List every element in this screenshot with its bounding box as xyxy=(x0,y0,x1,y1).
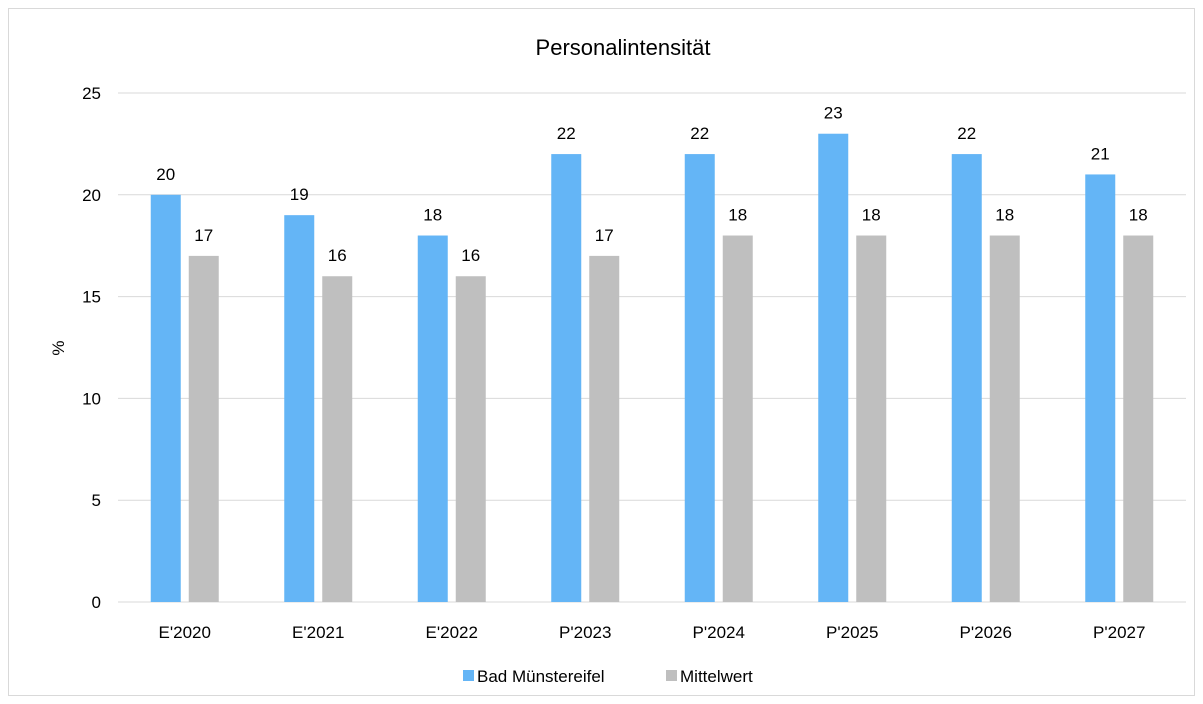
x-tick-label: E'2020 xyxy=(159,623,211,642)
x-tick-label: E'2022 xyxy=(426,623,478,642)
data-label-bad-muenstereifel: 22 xyxy=(557,124,576,143)
data-label-mittelwert: 18 xyxy=(995,206,1014,225)
data-label-bad-muenstereifel: 18 xyxy=(423,206,442,225)
x-tick-label: E'2021 xyxy=(292,623,344,642)
bar-bad-muenstereifel-p-2026 xyxy=(951,154,982,602)
y-axis-ticks: 0 5 10 15 20 25 xyxy=(82,84,101,612)
data-label-bad-muenstereifel: 20 xyxy=(156,165,175,184)
bar-mittelwert-p-2024 xyxy=(722,235,753,602)
bar-bad-muenstereifel-e-2021 xyxy=(284,215,315,602)
legend-label-mittelwert: Mittelwert xyxy=(680,667,753,686)
bar-mittelwert-e-2020 xyxy=(188,255,219,602)
data-label-bad-muenstereifel: 23 xyxy=(824,104,843,123)
y-tick-label: 25 xyxy=(82,84,101,103)
data-label-bad-muenstereifel: 19 xyxy=(290,185,309,204)
bar-mittelwert-p-2023 xyxy=(589,255,620,602)
bar-bad-muenstereifel-p-2027 xyxy=(1085,174,1116,602)
data-label-bad-muenstereifel: 21 xyxy=(1091,144,1110,163)
legend: Bad Münstereifel Mittelwert xyxy=(463,667,753,686)
x-tick-label: P'2025 xyxy=(826,623,878,642)
data-label-mittelwert: 16 xyxy=(461,246,480,265)
y-tick-label: 20 xyxy=(82,186,101,205)
data-label-mittelwert: 18 xyxy=(1129,206,1148,225)
legend-label-bad-muenstereifel: Bad Münstereifel xyxy=(477,667,605,686)
y-axis-label: % xyxy=(49,340,68,355)
data-labels: 20 17 19 16 18 16 22 17 22 18 23 18 22 18 21 18 xyxy=(156,104,1147,266)
data-label-mittelwert: 18 xyxy=(862,206,881,225)
x-tick-label: P'2026 xyxy=(960,623,1012,642)
data-label-mittelwert: 17 xyxy=(595,226,614,245)
y-tick-label: 5 xyxy=(92,491,101,510)
bar-mittelwert-e-2022 xyxy=(455,276,486,602)
data-label-mittelwert: 18 xyxy=(728,206,747,225)
bars xyxy=(150,133,1154,603)
data-label-mittelwert: 17 xyxy=(194,226,213,245)
x-tick-label: P'2024 xyxy=(693,623,745,642)
bar-mittelwert-p-2026 xyxy=(989,235,1020,602)
bar-bad-muenstereifel-p-2024 xyxy=(684,154,715,602)
x-tick-label: P'2027 xyxy=(1093,623,1145,642)
y-tick-label: 10 xyxy=(82,389,101,408)
bar-mittelwert-e-2021 xyxy=(322,276,353,602)
gridlines xyxy=(118,92,1186,603)
bar-mittelwert-p-2025 xyxy=(856,235,887,602)
x-axis-ticks: E'2020 E'2021 E'2022 P'2023 P'2024 P'2025 P'20… xyxy=(159,623,1146,642)
chart-title: Personalintensität xyxy=(536,35,711,60)
y-tick-label: 15 xyxy=(82,288,101,307)
data-label-bad-muenstereifel: 22 xyxy=(690,124,709,143)
data-label-bad-muenstereifel: 22 xyxy=(957,124,976,143)
bar-bad-muenstereifel-e-2020 xyxy=(150,194,181,603)
y-tick-label: 0 xyxy=(92,593,101,612)
x-tick-label: P'2023 xyxy=(559,623,611,642)
bar-bad-muenstereifel-e-2022 xyxy=(417,235,448,602)
bar-mittelwert-p-2027 xyxy=(1123,235,1154,602)
bar-bad-muenstereifel-p-2023 xyxy=(551,154,582,602)
legend-swatch-mittelwert xyxy=(666,670,677,681)
bar-bad-muenstereifel-p-2025 xyxy=(818,133,849,602)
data-label-mittelwert: 16 xyxy=(328,246,347,265)
legend-swatch-bad-muenstereifel xyxy=(463,670,474,681)
